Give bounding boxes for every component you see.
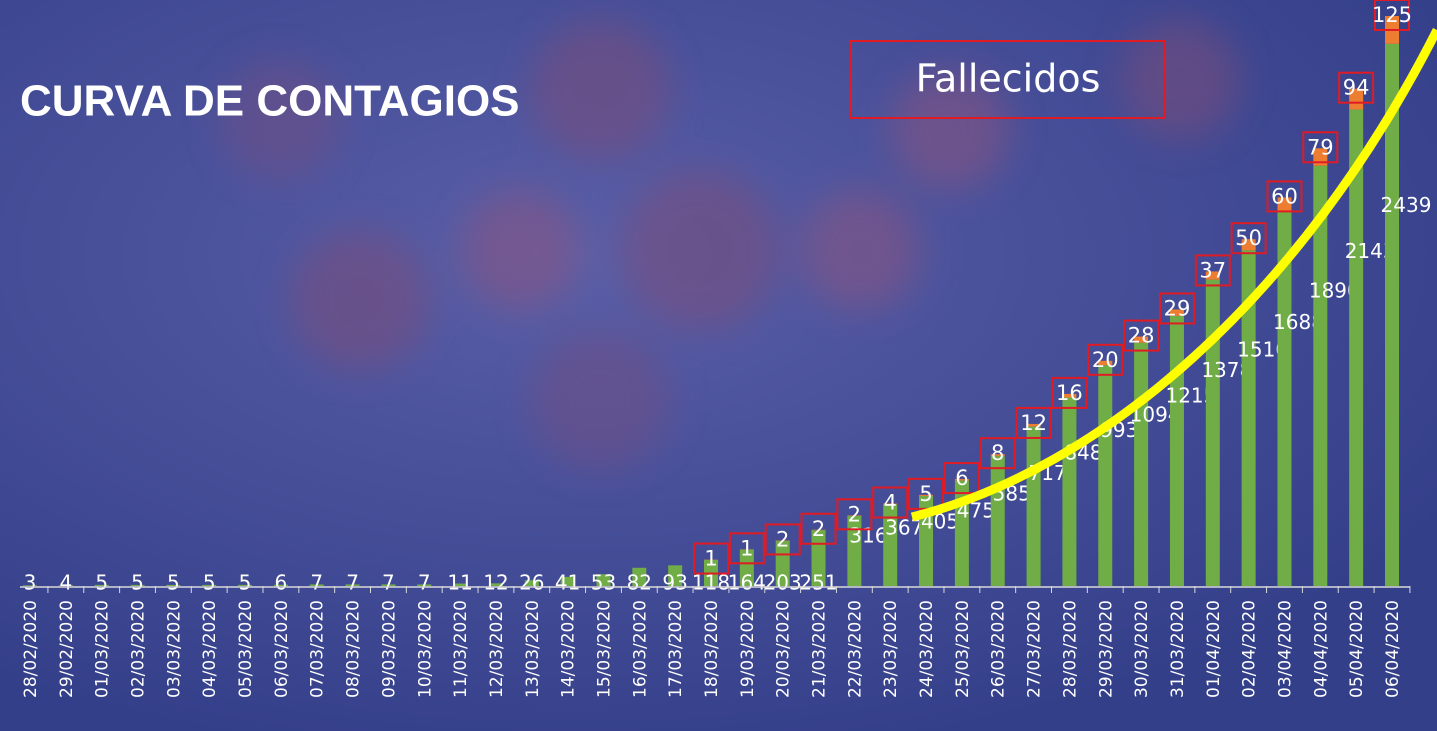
- annotation: Fallecidos: [916, 57, 1101, 101]
- cases-bar: [1170, 316, 1184, 586]
- deaths-label: 37: [1199, 258, 1226, 282]
- x-tick-label: 05/04/2020: [1347, 600, 1367, 698]
- x-tick-label: 29/03/2020: [1096, 600, 1116, 698]
- deaths-label: 60: [1271, 184, 1298, 208]
- chart-title: CURVA DE CONTAGIOS: [20, 77, 520, 126]
- cases-bar: [991, 456, 1005, 586]
- x-tick-label: 25/03/2020: [953, 600, 973, 698]
- x-tick-label: 17/03/2020: [666, 600, 686, 698]
- deaths-label: 94: [1343, 76, 1370, 100]
- cases-bar: [1206, 280, 1220, 586]
- x-tick-label: 29/02/2020: [57, 600, 77, 698]
- x-tick-label: 05/03/2020: [236, 600, 256, 698]
- x-tick-label: 15/03/2020: [594, 600, 614, 698]
- deaths-label: 2: [848, 502, 861, 526]
- cases-label: 5: [167, 571, 180, 595]
- cases-label: 11: [447, 571, 472, 595]
- x-tick-label: 09/03/2020: [379, 600, 399, 698]
- cases-label: 4: [59, 571, 72, 595]
- cases-label: 7: [382, 571, 395, 595]
- x-tick-label: 04/03/2020: [200, 600, 220, 698]
- deaths-label: 125: [1372, 3, 1412, 27]
- deaths-label: 4: [884, 491, 897, 515]
- x-tick-label: 11/03/2020: [451, 600, 471, 698]
- x-tick-label: 24/03/2020: [917, 600, 937, 698]
- x-tick-label: 27/03/2020: [1025, 600, 1045, 698]
- cases-label: 41: [555, 571, 580, 595]
- x-tick-label: 31/03/2020: [1168, 600, 1188, 698]
- x-tick-label: 07/03/2020: [308, 600, 328, 698]
- deaths-label: 2: [776, 527, 789, 551]
- x-tick-label: 03/04/2020: [1275, 600, 1295, 698]
- cases-label: 93: [662, 571, 687, 595]
- cases-label: 53: [591, 571, 616, 595]
- x-tick-label: 04/04/2020: [1311, 600, 1331, 698]
- x-tick-label: 02/04/2020: [1240, 600, 1260, 698]
- x-tick-label: 06/04/2020: [1383, 600, 1403, 698]
- x-tick-label: 22/03/2020: [845, 600, 865, 698]
- cases-label: 82: [627, 571, 652, 595]
- x-tick-label: 19/03/2020: [738, 600, 758, 698]
- cases-bar: [1062, 397, 1076, 586]
- cases-label: 5: [131, 571, 144, 595]
- x-tick-label: 16/03/2020: [630, 600, 650, 698]
- x-tick-label: 08/03/2020: [344, 600, 364, 698]
- cases-label: 2439: [1381, 193, 1432, 217]
- cases-label: 5: [95, 571, 108, 595]
- cases-bar: [1098, 365, 1112, 586]
- chart: CURVA DE CONTAGIOS Fallecidos 28/02/2020…: [0, 0, 1437, 731]
- cases-label: 5: [239, 571, 252, 595]
- deaths-label: 29: [1164, 296, 1191, 320]
- x-tick-label: 18/03/2020: [702, 600, 722, 698]
- x-tick-label: 28/03/2020: [1060, 600, 1080, 698]
- x-tick-label: 01/03/2020: [93, 600, 113, 698]
- x-tick-label: 01/04/2020: [1204, 600, 1224, 698]
- deaths-label: 79: [1307, 135, 1334, 159]
- x-tick-label: 12/03/2020: [487, 600, 507, 698]
- x-tick-label: 10/03/2020: [415, 600, 435, 698]
- x-tick-label: 03/03/2020: [164, 600, 184, 698]
- x-tick-label: 13/03/2020: [523, 600, 543, 698]
- deaths-label: 20: [1092, 348, 1119, 372]
- x-tick-label: 02/03/2020: [129, 600, 149, 698]
- cases-bar: [1027, 427, 1041, 586]
- x-tick-label: 20/03/2020: [774, 600, 794, 698]
- deaths-label: 50: [1235, 226, 1262, 250]
- x-tick-label: 30/03/2020: [1132, 600, 1152, 698]
- cases-label: 26: [519, 571, 544, 595]
- x-tick-label: 26/03/2020: [989, 600, 1009, 698]
- cases-label: 203: [764, 571, 802, 595]
- deaths-label: 28: [1128, 324, 1155, 348]
- deaths-label: 1: [740, 536, 753, 560]
- deaths-label: 6: [955, 466, 968, 490]
- deaths-label: 16: [1056, 381, 1083, 405]
- x-tick-label: 06/03/2020: [272, 600, 292, 698]
- cases-label: 164: [728, 571, 766, 595]
- deaths-label: 2: [812, 517, 825, 541]
- deaths-label: 5: [919, 482, 932, 506]
- x-tick-label: 14/03/2020: [559, 600, 579, 698]
- cases-label: 7: [310, 571, 323, 595]
- deaths-label: 1: [704, 547, 717, 571]
- cases-label: 7: [346, 571, 359, 595]
- cases-label: 316: [849, 523, 887, 547]
- x-tick-label: 28/02/2020: [21, 600, 41, 698]
- cases-label: 6: [275, 571, 288, 595]
- cases-label: 7: [418, 571, 431, 595]
- page: {"chart_data": {"type": "stacked-bar", "…: [0, 0, 1437, 731]
- cases-label: 251: [799, 571, 837, 595]
- cases-bar: [1134, 343, 1148, 586]
- x-tick-label: 21/03/2020: [810, 600, 830, 698]
- deaths-label: 12: [1020, 411, 1047, 435]
- x-tick-label: 23/03/2020: [881, 600, 901, 698]
- cases-label: 3: [24, 571, 37, 595]
- cases-label: 5: [203, 571, 216, 595]
- deaths-label: 8: [991, 441, 1004, 465]
- cases-label: 12: [483, 571, 508, 595]
